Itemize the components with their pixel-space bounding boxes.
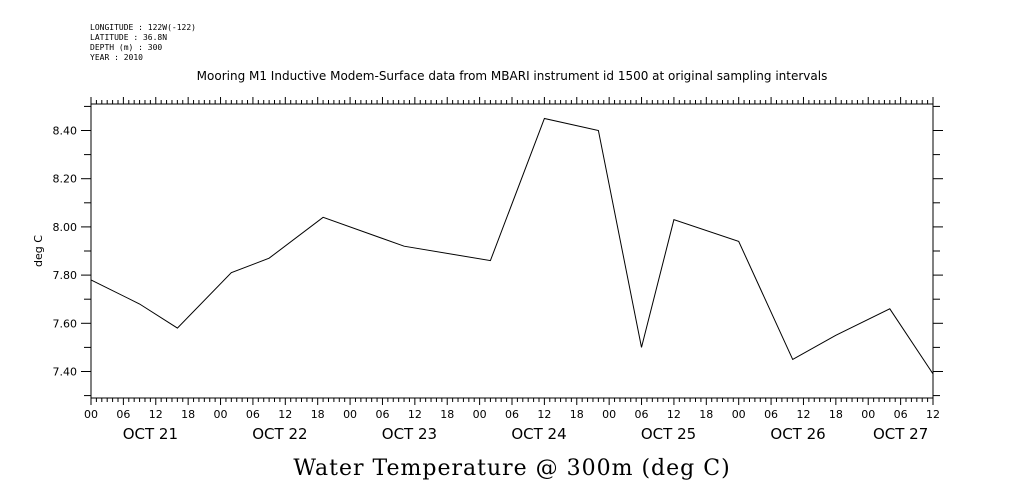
x-tick-label: 00: [861, 408, 875, 421]
x-tick-label: 18: [699, 408, 713, 421]
x-tick-label: 12: [926, 408, 940, 421]
meta-depth: DEPTH (m) : 300: [90, 43, 162, 52]
x-tick-label: 18: [311, 408, 325, 421]
x-tick-label: 12: [278, 408, 292, 421]
x-tick-label: 12: [408, 408, 422, 421]
meta-latitude: LATITUDE : 36.8N: [90, 33, 167, 42]
day-label: OCT 22: [252, 425, 307, 443]
x-tick-label: 12: [537, 408, 551, 421]
x-tick-labels: 00 06 12 18 00 06 12 18 00 06 12 18 00 06 12 18 00 06 12 18…: [84, 408, 940, 421]
y-tick-label: 8.40: [53, 125, 78, 138]
x-tick-label: 06: [635, 408, 649, 421]
series-line: [90, 117, 934, 375]
day-label: OCT 26: [770, 425, 825, 443]
meta-longitude: LONGITUDE : 122W(-122): [90, 23, 196, 32]
y-tick-labels: 7.40 7.60 7.80 8.00 8.20 8.40: [53, 125, 78, 379]
x-tick-label: 06: [116, 408, 130, 421]
chart-title: Mooring M1 Inductive Modem-Surface data …: [197, 69, 828, 83]
y-tick-label: 7.80: [53, 269, 78, 282]
x-tick-label: 00: [602, 408, 616, 421]
x-tick-label: 12: [667, 408, 681, 421]
x-tick-label: 00: [732, 408, 746, 421]
x-tick-label: 12: [796, 408, 810, 421]
x-tick-label: 06: [894, 408, 908, 421]
y-tick-label: 7.40: [53, 365, 78, 378]
day-label: OCT 27: [873, 425, 928, 443]
x-tick-label: 18: [440, 408, 454, 421]
x-tick-label: 00: [343, 408, 357, 421]
metadata-block: LONGITUDE : 122W(-122) LATITUDE : 36.8N …: [90, 23, 196, 62]
y-tick-label: 8.00: [53, 221, 78, 234]
y-tick-label: 7.60: [53, 317, 78, 330]
x-tick-label: 06: [375, 408, 389, 421]
plot-frame: [90, 103, 934, 399]
x-tick-label: 06: [764, 408, 778, 421]
x-tick-label: 18: [829, 408, 843, 421]
day-label: OCT 23: [382, 425, 437, 443]
x-tick-label: 00: [473, 408, 487, 421]
y-tick-label: 8.20: [53, 173, 78, 186]
meta-year: YEAR : 2010: [90, 53, 143, 62]
x-tick-label: 00: [214, 408, 228, 421]
x-tick-label: 18: [570, 408, 584, 421]
day-label: OCT 25: [641, 425, 696, 443]
x-tick-label: 00: [84, 408, 98, 421]
y-axis-label: deg C: [32, 235, 45, 267]
day-label: OCT 21: [123, 425, 178, 443]
day-label: OCT 24: [511, 425, 566, 443]
x-tick-label: 06: [505, 408, 519, 421]
x-tick-label: 12: [149, 408, 163, 421]
day-labels: OCT 21 OCT 22 OCT 23 OCT 24 OCT 25 OCT 26 OCT …: [123, 425, 929, 443]
x-axis-label: Water Temperature @ 300m (deg C): [293, 456, 730, 481]
x-tick-label: 06: [246, 408, 260, 421]
axis-ticks: [81, 97, 943, 405]
x-tick-label: 18: [181, 408, 195, 421]
